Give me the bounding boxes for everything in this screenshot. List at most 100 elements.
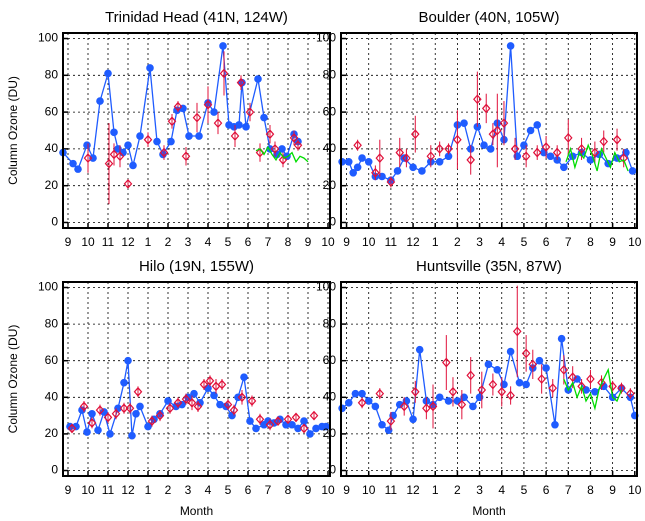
x-tick-label: 10 xyxy=(321,235,335,249)
y-tick-label: 60 xyxy=(323,353,337,367)
data-point xyxy=(409,415,417,424)
data-point xyxy=(128,431,136,440)
data-point xyxy=(312,424,320,433)
y-tick-label: 80 xyxy=(323,316,337,330)
data-point xyxy=(136,402,144,411)
data-point xyxy=(364,157,373,166)
data-point xyxy=(506,347,515,356)
data-point xyxy=(69,159,77,168)
y-tick-label: 20 xyxy=(323,426,337,440)
data-point xyxy=(237,392,247,403)
x-tick-label: 9 xyxy=(609,235,616,249)
data-point xyxy=(515,378,524,387)
y-tick-label: 60 xyxy=(45,104,59,118)
x-tick-label: 2 xyxy=(454,235,461,249)
y-tick-label: 60 xyxy=(323,104,337,118)
data-point xyxy=(300,417,308,425)
y-tick-label: 0 xyxy=(329,463,336,477)
data-point xyxy=(294,424,302,433)
data-point xyxy=(552,147,562,158)
data-point xyxy=(442,357,451,368)
x-tick-label: 5 xyxy=(225,483,232,497)
data-point xyxy=(205,375,215,386)
y-tick-label: 20 xyxy=(45,178,59,192)
data-point xyxy=(371,402,380,411)
x-tick-label: 11 xyxy=(102,235,115,249)
data-point xyxy=(185,132,193,140)
data-point xyxy=(123,178,133,189)
x-tick-label: 1 xyxy=(145,235,152,249)
data-point xyxy=(210,108,218,116)
panel-title: Trinidad Head (41N, 124W) xyxy=(105,9,288,26)
data-point xyxy=(129,161,137,170)
data-point xyxy=(278,145,286,153)
data-point xyxy=(173,101,183,112)
x-tick-label: 11 xyxy=(385,235,398,249)
x-tick-label: 9 xyxy=(305,483,312,497)
data-point xyxy=(444,143,453,154)
data-point xyxy=(457,399,467,410)
data-point xyxy=(338,157,346,166)
x-tick-label: 6 xyxy=(245,235,252,249)
x-tick-label: 6 xyxy=(543,483,550,497)
data-point xyxy=(125,403,135,414)
data-point xyxy=(165,403,175,414)
y-axis-label: Column Ozone (DU) xyxy=(6,325,20,434)
x-tick-label: 4 xyxy=(205,235,212,249)
x-tick-label: 10 xyxy=(628,235,642,249)
x-tick-label: 5 xyxy=(225,235,232,249)
data-point xyxy=(533,121,542,129)
data-point xyxy=(240,373,248,381)
y-tick-label: 40 xyxy=(323,389,337,403)
data-point xyxy=(242,123,250,131)
data-point xyxy=(541,142,551,152)
data-point xyxy=(586,156,595,164)
data-point xyxy=(254,75,262,83)
data-point xyxy=(111,408,121,419)
plot-frame xyxy=(62,281,331,477)
data-point xyxy=(597,377,606,388)
x-tick-label: 7 xyxy=(265,235,272,249)
x-tick-label: 5 xyxy=(521,235,528,249)
data-point xyxy=(293,140,303,151)
data-point xyxy=(153,137,161,146)
y-tick-label: 0 xyxy=(51,463,58,477)
data-point xyxy=(219,42,227,50)
data-point xyxy=(486,145,495,153)
data-point xyxy=(119,403,129,414)
data-point xyxy=(147,416,157,427)
data-point xyxy=(521,348,531,359)
data-point xyxy=(255,414,265,425)
y-tick-label: 0 xyxy=(329,215,336,229)
y-tick-label: 40 xyxy=(323,141,337,155)
data-point xyxy=(247,396,257,406)
data-point xyxy=(460,119,468,127)
data-point xyxy=(409,163,417,172)
data-point xyxy=(110,128,118,137)
data-point xyxy=(526,126,535,135)
data-point xyxy=(591,388,599,396)
data-point xyxy=(178,400,186,409)
data-point xyxy=(493,125,502,136)
data-point xyxy=(563,132,573,143)
panel-title: Huntsville (35N, 87W) xyxy=(416,258,562,275)
data-point xyxy=(510,143,520,154)
data-point xyxy=(344,157,353,166)
data-point xyxy=(537,374,546,384)
data-point xyxy=(612,134,622,145)
data-point xyxy=(288,420,296,429)
x-tick-label: 12 xyxy=(406,235,420,249)
x-tick-label: 2 xyxy=(165,483,172,497)
data-point xyxy=(480,141,488,150)
data-point xyxy=(230,131,240,141)
data-point xyxy=(506,390,515,401)
data-point xyxy=(213,118,223,129)
data-point xyxy=(187,397,197,408)
data-point xyxy=(469,402,477,411)
data-point xyxy=(626,388,635,399)
data-point xyxy=(104,69,112,78)
x-tick-label: 10 xyxy=(81,483,95,497)
data-point xyxy=(216,400,224,409)
data-point xyxy=(109,149,119,160)
data-point xyxy=(100,408,108,416)
